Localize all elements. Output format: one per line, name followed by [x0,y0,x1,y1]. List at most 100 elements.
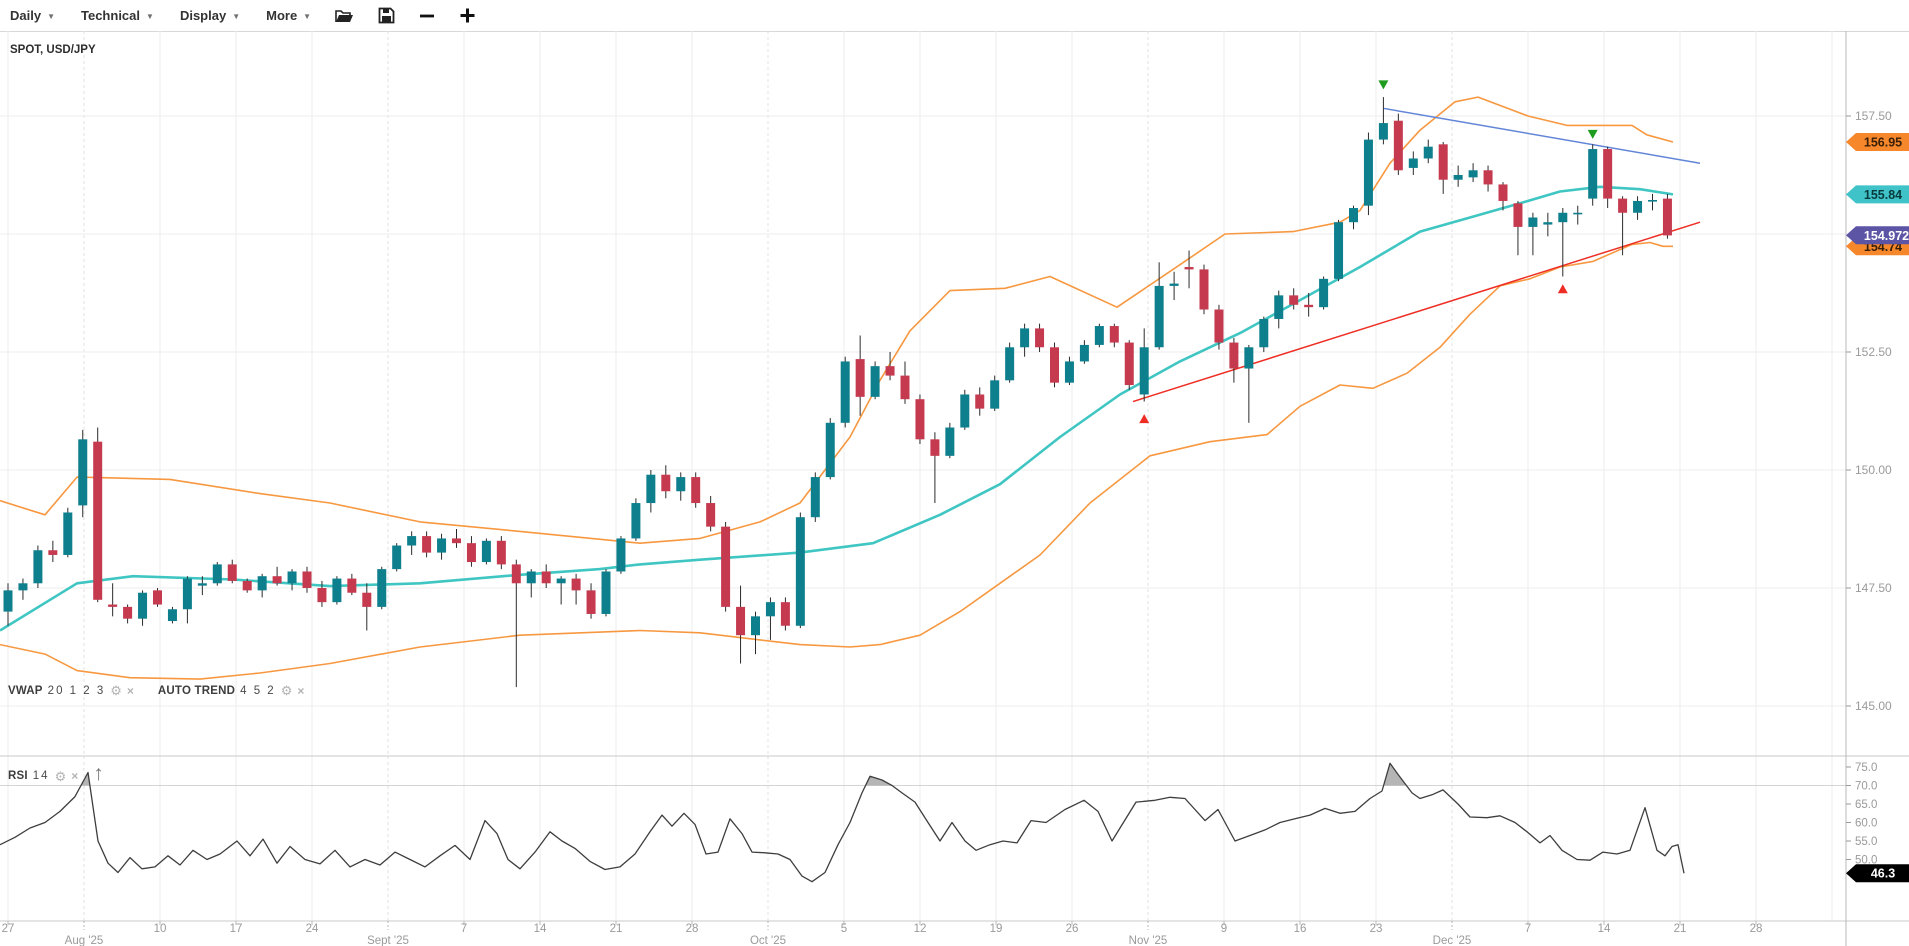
candle-body-up [182,578,192,610]
candle-body-up [1020,328,1030,348]
candle-body-up [990,380,1000,409]
rsi-axis-label: 55.0 [1855,836,1877,848]
candle-body-up [1079,344,1089,362]
candle-body-up [78,439,88,506]
candle-body-down [1513,203,1523,227]
close-icon[interactable]: × [126,683,134,698]
x-axis-day-label: 26 [1066,923,1079,935]
candle-body-up [33,550,43,584]
technical-menu[interactable]: Technical ▼ [81,8,154,23]
candle-body-down [1393,120,1403,171]
vwap-legend-params: 20 1 2 3 [47,684,106,697]
candle-body-up [63,512,73,555]
candle-body-down [1289,295,1299,305]
candle-body-up [601,571,611,614]
candle-body-up [945,427,955,456]
candle-body-down [1483,170,1493,185]
candle-body-down [123,606,133,619]
x-axis-day-label: 14 [534,923,547,935]
caret-down-icon: ▼ [146,12,154,21]
chart-toolbar: Daily ▼ Technical ▼ Display ▼ More ▼ [0,0,1909,32]
more-menu[interactable]: More ▼ [266,8,311,23]
rsi-axis-label: 65.0 [1855,799,1877,811]
candle-body-up [1244,347,1254,369]
candle-body-down [1124,342,1134,386]
candle-body-up [1408,158,1418,168]
candle-body-up [1064,361,1074,383]
price-axis-label: 145.00 [1855,699,1892,713]
close-icon[interactable]: × [297,683,305,698]
candle-body-up [197,583,207,586]
save-icon[interactable] [378,7,395,24]
candle-body-down [317,588,327,603]
candle-body-down [108,604,118,607]
badge-bollinger-upper-value: 156.95 [1864,135,1902,149]
timeframe-menu[interactable]: Daily ▼ [10,8,55,23]
candle-body-up [676,477,686,492]
x-axis-month-label: Sept '25 [367,935,409,946]
candle-body-up [1543,222,1553,225]
candle-body-up [825,422,835,478]
candle-body-up [1139,347,1149,395]
chart-canvas[interactable]: 157.50 152.50 150.00 147.50 145.00 75.0 70.0 65… [0,31,1909,946]
candle-body-down [975,394,985,409]
candle-body-up [526,571,536,584]
candle-body-down [1304,304,1314,308]
up-arrow-icon[interactable]: ↑ [93,762,104,785]
rsi-overbought-fill [865,776,892,786]
x-axis-day-label: 24 [306,923,319,935]
x-axis-month-label: Aug '25 [65,935,104,946]
indicator-legend-main: VWAP 20 1 2 3 ⚙ × AUTO TREND 4 5 2 ⚙ × [8,684,304,697]
candle-body-up [1274,295,1284,319]
auto-trend-legend-params: 4 5 2 [240,684,276,697]
close-icon[interactable]: × [71,769,79,783]
candle-body-up [1169,283,1179,286]
badge-vwap [1846,185,1909,204]
gear-icon[interactable]: ⚙ [110,683,122,698]
timeframe-menu-label: Daily [10,8,42,23]
zoom-in-icon[interactable] [459,7,476,24]
candle-body-down [362,592,372,607]
display-menu-label: Display [179,8,227,23]
signal-buy-triangle [1557,284,1568,294]
signal-sell-triangle [1587,129,1598,139]
x-axis-day-label: 28 [686,923,699,935]
candle-body-up [1453,175,1463,180]
x-axis-day-label: 19 [990,923,1003,935]
chart-area[interactable]: 157.50 152.50 150.00 147.50 145.00 75.0 70.0 65… [0,31,1909,946]
candle-body-up [138,592,148,619]
candle-body-up [795,517,805,626]
candle-body-down [1618,198,1628,213]
gear-icon[interactable]: ⚙ [280,683,293,698]
candle-body-down [1498,184,1508,201]
x-axis-month-label: Dec '25 [1433,935,1472,946]
badge-last-price-value: 154.9725 [1864,229,1909,243]
open-folder-icon[interactable] [335,8,354,24]
candle-body-up [1363,139,1373,206]
candle-body-up [3,590,13,612]
candle-body-down [1199,269,1209,310]
x-axis-day-label: 5 [841,923,847,935]
rsi-legend-params: 14 [32,770,50,782]
x-axis-day-label: 17 [230,923,243,935]
candle-body-down [153,590,162,605]
trend-line-resistance [1383,107,1701,164]
candle-body-down [48,550,58,555]
candle-body-up [1094,326,1104,345]
indicator-legend-rsi: RSI 14 ⚙ × ↑ [8,762,104,788]
candle-body-up [1528,217,1538,227]
trend-line-support [1132,221,1701,403]
candle-body-down [1662,198,1672,236]
technical-menu-label: Technical [81,8,141,23]
candle-body-up [556,578,566,584]
display-menu[interactable]: Display ▼ [180,8,240,23]
gear-icon[interactable]: ⚙ [54,768,67,784]
candle-body-down [93,441,103,600]
badge-last-price [1846,226,1909,245]
zoom-out-icon[interactable] [419,8,435,24]
candle-body-up [481,540,491,563]
rsi-axis-label: 70.0 [1855,781,1877,793]
candle-body-down [466,543,476,563]
candle-body-up [437,538,447,553]
